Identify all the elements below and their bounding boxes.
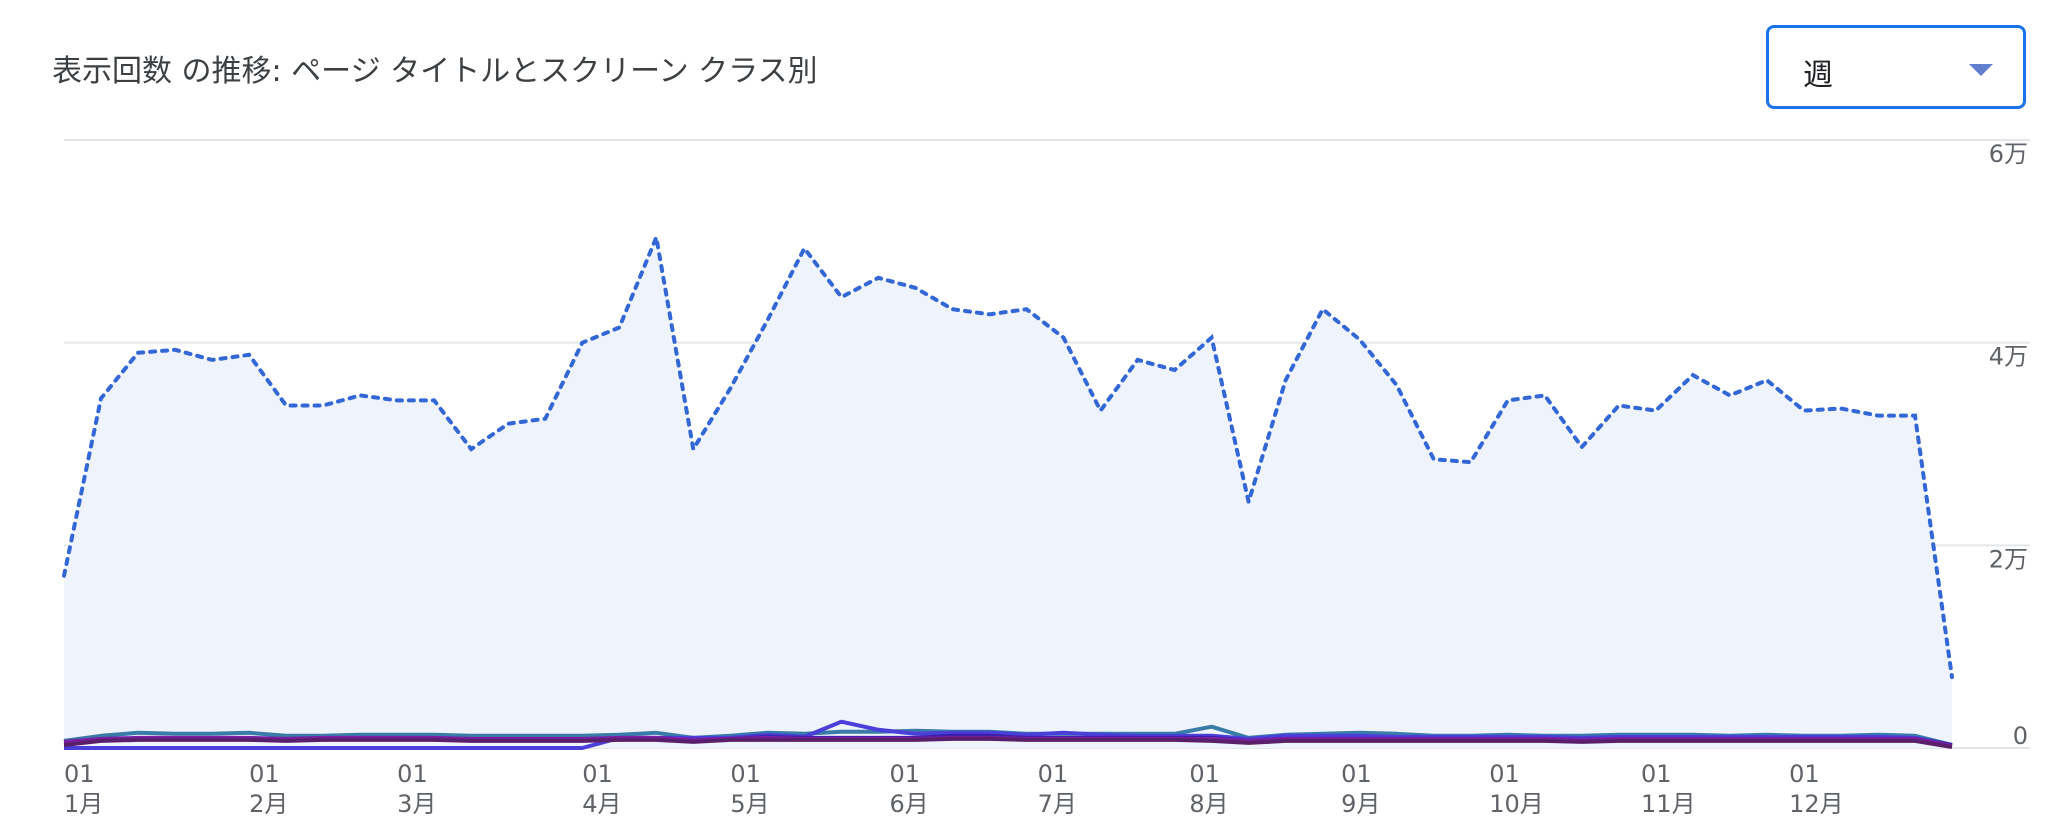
caret-down-icon xyxy=(1969,64,1993,76)
area-layer xyxy=(64,237,1952,749)
x-tick-day-label: 01 xyxy=(1341,760,1372,788)
x-tick-day-label: 01 xyxy=(582,760,613,788)
x-tick-day-label: 01 xyxy=(1489,760,1520,788)
x-tick-month-label: 4月 xyxy=(582,790,621,818)
x-tick-month-label: 11月 xyxy=(1641,790,1696,818)
chart-title: 表示回数 の推移: ページ タイトルとスクリーン クラス別 xyxy=(52,54,818,89)
x-tick-day-label: 01 xyxy=(1641,760,1672,788)
total-line xyxy=(62,230,1954,680)
total-layer xyxy=(62,230,1954,680)
x-tick-day-label: 01 xyxy=(1038,760,1069,788)
x-tick-day-label: 01 xyxy=(730,760,761,788)
y-tick-label: 2万 xyxy=(1989,545,2028,573)
x-tick-month-label: 8月 xyxy=(1189,790,1228,818)
x-tick-month-label: 9月 xyxy=(1341,790,1380,818)
y-tick-label: 0 xyxy=(2013,722,2028,750)
series-layer xyxy=(63,719,1953,750)
x-tick-day-label: 01 xyxy=(249,760,280,788)
x-tick-day-label: 01 xyxy=(397,760,428,788)
period-select[interactable]: 週 xyxy=(1766,25,2026,109)
x-tick-day-label: 01 xyxy=(1189,760,1220,788)
period-select-value: 週 xyxy=(1803,58,1833,93)
total-area xyxy=(64,237,1952,749)
x-axis-ticks: 011月012月013月014月015月016月017月018月019月0110… xyxy=(64,760,1844,818)
x-tick-day-label: 01 xyxy=(1789,760,1820,788)
x-tick-month-label: 2月 xyxy=(249,790,288,818)
x-tick-month-label: 7月 xyxy=(1038,790,1077,818)
x-tick-month-label: 1月 xyxy=(64,790,103,818)
y-axis-ticks: 0 2万 4万 6万 xyxy=(1989,140,2028,750)
x-tick-month-label: 12月 xyxy=(1789,790,1844,818)
y-tick-label: 6万 xyxy=(1989,140,2028,168)
x-tick-day-label: 01 xyxy=(890,760,921,788)
y-tick-label: 4万 xyxy=(1989,343,2028,371)
x-tick-day-label: 01 xyxy=(64,760,95,788)
x-tick-month-label: 10月 xyxy=(1489,790,1544,818)
x-tick-month-label: 5月 xyxy=(730,790,769,818)
x-tick-month-label: 3月 xyxy=(397,790,436,818)
series-line xyxy=(63,736,1953,749)
x-tick-month-label: 6月 xyxy=(890,790,929,818)
